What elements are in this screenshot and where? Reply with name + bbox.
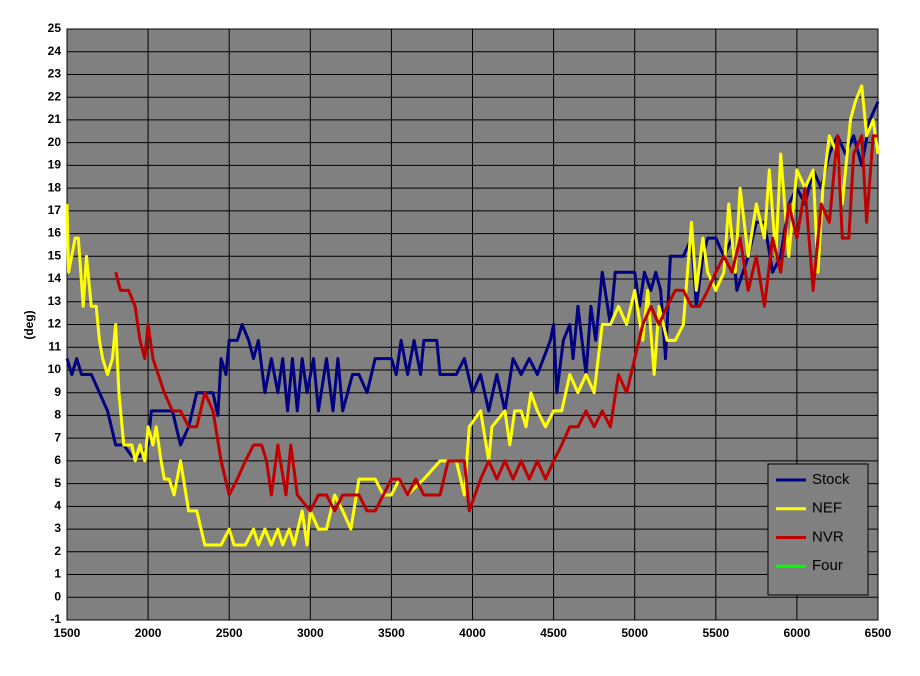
y-tick-label: 12: [48, 317, 62, 331]
y-tick-label: 21: [48, 112, 62, 126]
y-tick-label: 17: [48, 203, 62, 217]
legend-box: [767, 463, 869, 596]
x-tick-label: 2000: [135, 626, 162, 640]
y-tick-label: 20: [48, 135, 62, 149]
legend-label: Four: [812, 557, 843, 574]
y-tick-label: 2: [54, 544, 61, 558]
y-tick-label: 18: [48, 180, 62, 194]
y-tick-label: 11: [48, 339, 61, 353]
series-line: [114, 134, 878, 513]
x-tick-label: 4000: [459, 626, 486, 640]
y-tick-label: 14: [48, 271, 62, 285]
y-tick-label: 15: [48, 248, 62, 262]
x-tick-label: 4500: [540, 626, 567, 640]
y-tick-label: 16: [48, 226, 62, 240]
x-tick-label: 3000: [297, 626, 324, 640]
y-tick-label: 25: [48, 21, 62, 35]
y-tick-label: 6: [54, 453, 61, 467]
y-tick-label: 4: [54, 499, 61, 513]
y-tick-label: 23: [48, 67, 62, 81]
y-tick-label: 0: [54, 589, 61, 603]
y-tick-label: 1: [54, 567, 61, 581]
y-tick-label: 22: [48, 89, 62, 103]
y-tick-label: 3: [54, 521, 61, 535]
y-axis-label: (deg): [22, 310, 36, 339]
legend-label: NEF: [812, 500, 842, 517]
y-tick-label: 9: [54, 385, 61, 399]
y-tick-label: 24: [48, 44, 62, 58]
y-tick-label: 7: [54, 430, 61, 444]
x-tick-label: 6500: [865, 626, 892, 640]
y-tick-label: 13: [48, 294, 62, 308]
y-tick-label: 5: [54, 476, 61, 490]
y-tick-label: -1: [50, 612, 61, 626]
y-tick-label: 19: [48, 158, 62, 172]
x-tick-label: 5500: [702, 626, 729, 640]
legend-label: Stock: [812, 471, 850, 488]
x-tick-label: 1500: [54, 626, 81, 640]
y-tick-label: 8: [54, 408, 61, 422]
x-tick-label: 5000: [621, 626, 648, 640]
series-line: [65, 84, 880, 547]
x-tick-label: 2500: [216, 626, 243, 640]
x-tick-label: 6000: [784, 626, 811, 640]
y-tick-label: 10: [48, 362, 62, 376]
legend-label: NVR: [812, 528, 844, 545]
x-tick-label: 3500: [378, 626, 405, 640]
